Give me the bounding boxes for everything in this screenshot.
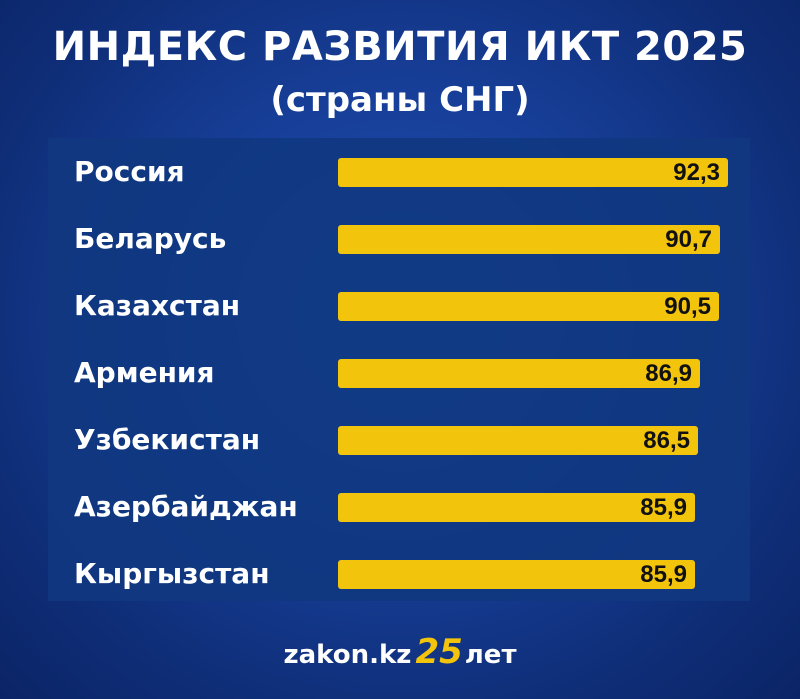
category-label: Кыргызстан xyxy=(74,557,270,590)
footer-logo: zakon.kz 25лет xyxy=(0,632,800,672)
bar-row: Азербайджан 85,9 xyxy=(48,475,750,535)
bar: 86,9 xyxy=(338,359,700,388)
chart-panel: Россия 92,3 Беларусь 90,7 Казахстан 90,5 Армен… xyxy=(48,138,750,601)
category-label: Азербайджан xyxy=(74,490,298,523)
bar: 85,9 xyxy=(338,493,695,522)
chart-title: ИНДЕКС РАЗВИТИЯ ИКТ 2025 xyxy=(52,24,748,70)
anniversary-suffix: лет xyxy=(464,640,517,670)
anniversary-number: 25 xyxy=(415,632,463,672)
category-label: Армения xyxy=(74,356,215,389)
bar-value-label: 90,5 xyxy=(664,293,711,320)
bar-value-label: 85,9 xyxy=(640,561,687,588)
bar-row: Кыргызстан 85,9 xyxy=(48,542,750,602)
bar: 86,5 xyxy=(338,426,698,455)
bar: 90,5 xyxy=(338,292,719,321)
category-label: Беларусь xyxy=(74,222,227,255)
category-label: Узбекистан xyxy=(74,423,261,456)
bar-value-label: 85,9 xyxy=(640,494,687,521)
bar-row: Узбекистан 86,5 xyxy=(48,408,750,468)
bar-row: Казахстан 90,5 xyxy=(48,274,750,334)
bar-row: Армения 86,9 xyxy=(48,341,750,401)
bar-value-label: 90,7 xyxy=(665,226,712,253)
bar-row: Беларусь 90,7 xyxy=(48,207,750,267)
bar: 92,3 xyxy=(338,158,728,187)
chart-subtitle: (страны СНГ) xyxy=(270,80,530,120)
bar: 85,9 xyxy=(338,560,695,589)
bar-row: Россия 92,3 xyxy=(48,140,750,200)
bar-value-label: 92,3 xyxy=(673,159,720,186)
bar: 90,7 xyxy=(338,225,720,254)
bar-value-label: 86,9 xyxy=(645,360,692,387)
site-name: zakon.kz xyxy=(283,640,412,670)
category-label: Россия xyxy=(74,155,185,188)
category-label: Казахстан xyxy=(74,289,241,322)
bar-value-label: 86,5 xyxy=(643,427,690,454)
